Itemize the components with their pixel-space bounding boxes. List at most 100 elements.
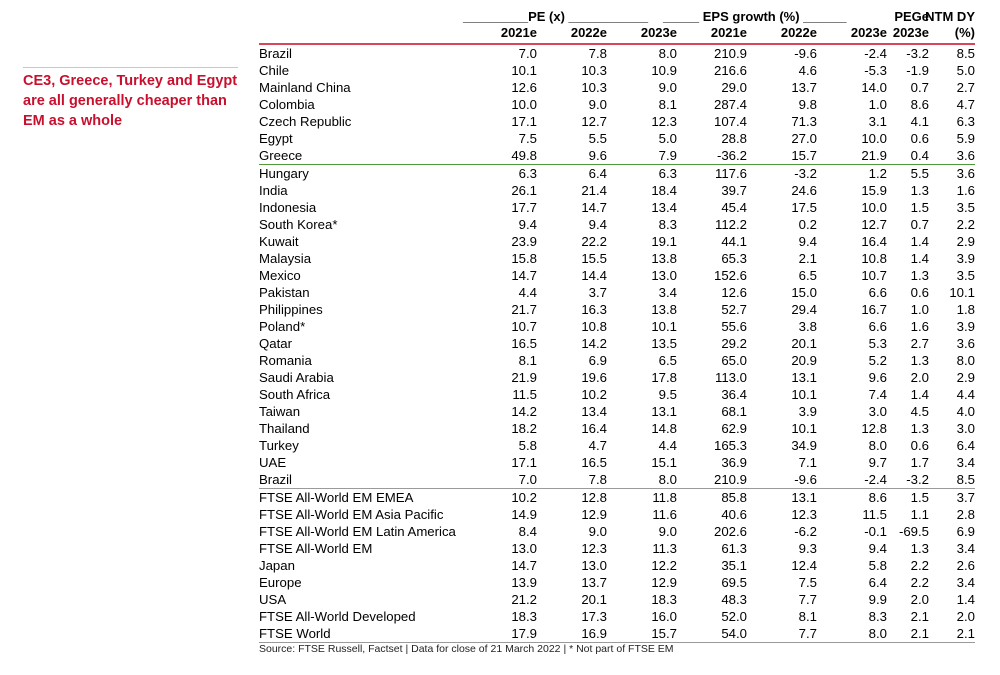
value-cell: 9.6: [868, 370, 887, 385]
value-cell: -3.2: [794, 166, 817, 181]
value-cell: 16.5: [581, 455, 607, 470]
value-cell: 210.9: [713, 472, 747, 487]
table-row: Poland* 10.7 10.8 10.1 55.6 3.8 6.6 1.6 3.9: [259, 318, 975, 335]
value-cell: 12.2: [651, 558, 677, 573]
value-cell: 52.7: [721, 302, 747, 317]
row-label: FTSE World: [259, 626, 331, 641]
row-label: Pakistan: [259, 285, 310, 300]
value-cell: 10.1: [791, 421, 817, 436]
value-cell: 21.9: [861, 148, 887, 163]
value-cell: 15.7: [791, 148, 817, 163]
value-cell: 9.4: [868, 541, 887, 556]
dy-header: NTM DY: [925, 9, 975, 24]
row-label: Hungary: [259, 166, 309, 181]
row-label: Poland*: [259, 319, 306, 334]
value-cell: 17.1: [511, 455, 537, 470]
value-cell: 3.4: [956, 541, 975, 556]
row-label: FTSE All-World EM EMEA: [259, 490, 414, 505]
value-cell: 52.0: [721, 609, 747, 624]
year-header: 2023e: [640, 25, 677, 40]
value-cell: 5.2: [868, 353, 887, 368]
value-cell: 12.9: [651, 575, 677, 590]
value-cell: 49.8: [511, 148, 537, 163]
value-cell: 1.4: [910, 251, 929, 266]
value-cell: 9.9: [868, 592, 887, 607]
year-header: 2023e: [892, 25, 929, 40]
row-label: FTSE All-World EM Asia Pacific: [259, 507, 444, 522]
table-row: FTSE World 17.9 16.9 15.7 54.0 7.7 8.0 2.1 2.1: [259, 625, 975, 642]
value-cell: 152.6: [713, 268, 747, 283]
table-row: South Africa 11.5 10.2 9.5 36.4 10.1 7.4 1.4 4.4: [259, 386, 975, 403]
row-label: Qatar: [259, 336, 292, 351]
value-cell: 1.5: [910, 200, 929, 215]
value-cell: 2.6: [956, 558, 975, 573]
row-label: FTSE All-World EM Latin America: [259, 524, 456, 539]
table-row: Saudi Arabia 21.9 19.6 17.8 113.0 13.1 9.6 2.0 2…: [259, 369, 975, 386]
value-cell: 10.7: [861, 268, 887, 283]
value-cell: 0.2: [798, 217, 817, 232]
value-cell: 2.0: [910, 370, 929, 385]
value-cell: 15.0: [791, 285, 817, 300]
value-cell: 28.8: [721, 131, 747, 146]
value-cell: 7.8: [588, 46, 607, 61]
value-cell: 1.6: [910, 319, 929, 334]
value-cell: 19.1: [651, 234, 677, 249]
peg-header: PEGe: [894, 9, 929, 24]
value-cell: 12.7: [581, 114, 607, 129]
value-cell: 11.6: [652, 507, 677, 522]
callout-rule: [23, 67, 238, 68]
source-note: Source: FTSE Russell, Factset | Data for…: [259, 643, 674, 655]
value-cell: 17.7: [511, 200, 537, 215]
value-cell: 3.9: [956, 319, 975, 334]
value-cell: 10.3: [581, 63, 607, 78]
value-cell: 7.7: [798, 592, 817, 607]
value-cell: 2.1: [956, 626, 975, 641]
value-cell: 10.3: [581, 80, 607, 95]
value-cell: 40.6: [721, 507, 747, 522]
value-cell: 21.4: [581, 183, 607, 198]
value-cell: 3.9: [956, 251, 975, 266]
value-cell: 4.7: [956, 97, 975, 112]
value-cell: 15.7: [651, 626, 677, 641]
row-label: Japan: [259, 558, 295, 573]
table-row: Colombia 10.0 9.0 8.1 287.4 9.8 1.0 8.6 4.7: [259, 96, 975, 113]
value-cell: 8.0: [658, 472, 677, 487]
value-cell: 17.1: [511, 114, 537, 129]
value-cell: 20.9: [791, 353, 817, 368]
value-cell: 1.3: [910, 421, 929, 436]
value-cell: -69.5: [898, 524, 929, 539]
value-cell: 1.0: [868, 97, 887, 112]
value-cell: -6.2: [794, 524, 817, 539]
row-label: South Korea*: [259, 217, 338, 232]
value-cell: 6.4: [588, 166, 607, 181]
value-cell: -9.6: [794, 472, 817, 487]
value-cell: 6.3: [658, 166, 677, 181]
value-cell: 3.9: [798, 404, 817, 419]
value-cell: 10.1: [791, 387, 817, 402]
table-row: Brazil 7.0 7.8 8.0 210.9 -9.6 -2.4 -3.2 8.5: [259, 471, 975, 489]
value-cell: 18.3: [511, 609, 537, 624]
value-cell: 5.0: [658, 131, 677, 146]
value-cell: 8.3: [868, 609, 887, 624]
table-row: Pakistan 4.4 3.7 3.4 12.6 15.0 6.6 0.6 10.1: [259, 284, 975, 301]
value-cell: 8.0: [868, 626, 887, 641]
table-row: Taiwan 14.2 13.4 13.1 68.1 3.9 3.0 4.5 4.0: [259, 403, 975, 420]
value-cell: 15.5: [581, 251, 607, 266]
value-cell: 12.3: [791, 507, 817, 522]
row-label: Czech Republic: [259, 114, 352, 129]
value-cell: 14.2: [581, 336, 607, 351]
value-cell: -5.3: [864, 63, 887, 78]
value-cell: 0.6: [910, 285, 929, 300]
value-cell: 1.3: [910, 268, 929, 283]
row-label: South Africa: [259, 387, 331, 402]
table-row: Malaysia 15.8 15.5 13.8 65.3 2.1 10.8 1.4 3.9: [259, 250, 975, 267]
value-cell: 3.5: [956, 200, 975, 215]
value-cell: 4.4: [658, 438, 677, 453]
value-cell: 8.0: [868, 438, 887, 453]
value-cell: -3.2: [906, 46, 929, 61]
row-label: Chile: [259, 63, 290, 78]
value-cell: 0.7: [910, 80, 929, 95]
year-header: 2021e: [710, 25, 747, 40]
value-cell: 9.0: [588, 524, 607, 539]
value-cell: 65.3: [721, 251, 747, 266]
